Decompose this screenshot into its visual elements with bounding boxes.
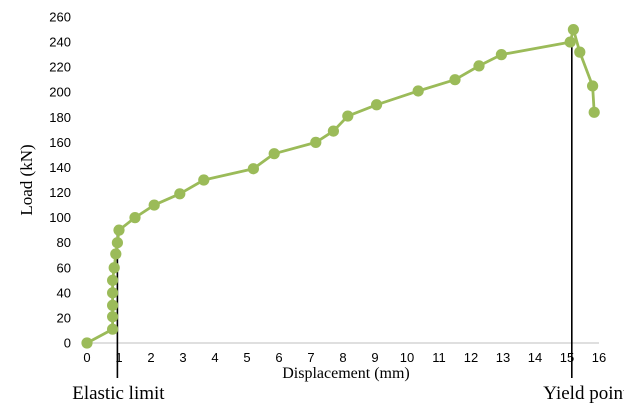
x-tick-label: 13 <box>496 350 510 365</box>
data-point <box>174 188 186 200</box>
data-point <box>107 311 119 323</box>
series-line <box>86 28 596 345</box>
y-tick-label: 160 <box>49 135 71 150</box>
data-point <box>371 99 383 111</box>
data-point <box>327 125 339 137</box>
data-point <box>111 237 123 249</box>
x-tick-label: 3 <box>179 350 186 365</box>
data-point <box>567 23 580 36</box>
data-point <box>113 224 125 236</box>
yield-point-label: Yield point <box>543 383 624 404</box>
data-point <box>412 85 424 97</box>
x-tick-label: 1 <box>115 350 122 365</box>
y-tick-label: 60 <box>57 260 71 275</box>
x-tick-label: 11 <box>432 350 446 365</box>
data-point <box>495 49 507 61</box>
data-point <box>198 174 210 186</box>
data-point <box>574 46 586 58</box>
tick-labels: 0 1 2 3 4 5 6 7 8 9 10 11 12 13 14 15 160204060801001201… <box>49 10 606 366</box>
data-point <box>148 199 160 211</box>
data-point <box>449 74 461 86</box>
x-tick-label: 15 <box>560 350 574 365</box>
x-tick-label: 2 <box>147 350 154 365</box>
data-point <box>129 212 141 224</box>
data-point <box>107 287 119 299</box>
data-point <box>108 262 120 274</box>
data-point <box>107 299 119 311</box>
y-tick-label: 40 <box>57 285 71 300</box>
data-point <box>473 60 485 72</box>
x-tick-label: 12 <box>464 350 478 365</box>
data-point <box>110 248 122 260</box>
y-tick-label: 220 <box>49 60 71 75</box>
x-tick-label: 9 <box>371 350 378 365</box>
y-tick-label: 180 <box>49 110 71 125</box>
y-tick-label: 200 <box>49 85 71 100</box>
y-tick-label: 240 <box>49 35 71 50</box>
data-series <box>81 23 600 349</box>
y-axis-title: Load (kN) <box>17 144 36 215</box>
data-point <box>310 136 322 148</box>
x-tick-label: 5 <box>243 350 250 365</box>
y-tick-label: 260 <box>49 10 71 25</box>
x-tick-label: 14 <box>528 350 542 365</box>
data-point <box>268 148 280 160</box>
x-tick-label: 16 <box>592 350 606 365</box>
y-tick-label: 20 <box>57 310 71 325</box>
x-tick-label: 0 <box>83 350 90 365</box>
data-point <box>247 163 259 175</box>
x-axis-title: Displacement (mm) <box>282 365 410 382</box>
data-point <box>81 337 93 349</box>
x-tick-label: 8 <box>339 350 346 365</box>
y-tick-label: 100 <box>49 210 71 225</box>
data-point <box>587 80 599 92</box>
y-tick-label: 120 <box>49 185 71 200</box>
elastic-limit-label: Elastic limit <box>72 383 165 404</box>
y-tick-label: 80 <box>57 235 71 250</box>
data-point <box>107 323 119 335</box>
annotations: Elastic limit Yield point <box>72 39 624 404</box>
x-tick-label: 7 <box>307 350 314 365</box>
x-tick-label: 10 <box>400 350 414 365</box>
y-tick-label: 140 <box>49 160 71 175</box>
data-point <box>564 36 576 48</box>
data-point <box>342 110 354 122</box>
x-tick-label: 4 <box>211 350 218 365</box>
x-tick-label: 6 <box>275 350 282 365</box>
y-tick-label: 0 <box>64 336 71 351</box>
data-point <box>588 106 600 118</box>
data-point <box>107 274 119 286</box>
